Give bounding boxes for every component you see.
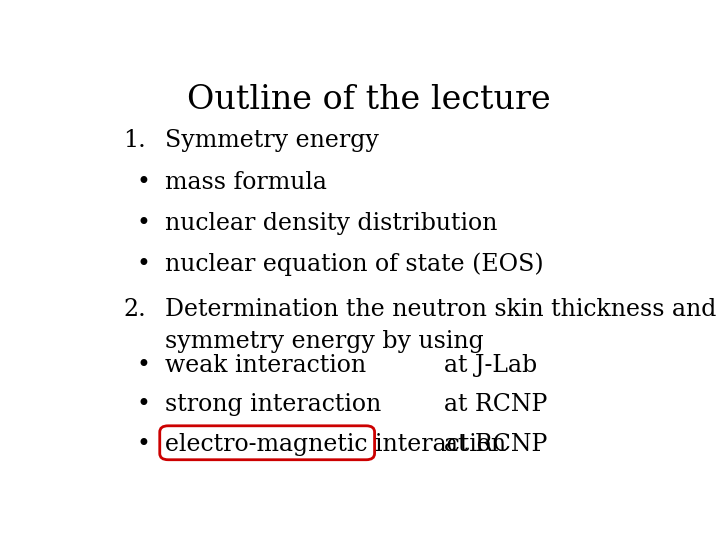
Text: 1.: 1. (124, 129, 146, 152)
Text: •: • (136, 433, 150, 456)
Text: at RCNP: at RCNP (444, 393, 548, 416)
Text: 2.: 2. (124, 298, 146, 321)
Text: Determination the neutron skin thickness and the
symmetry energy by using: Determination the neutron skin thickness… (166, 298, 720, 353)
Text: •: • (136, 212, 150, 235)
Text: mass formula: mass formula (166, 171, 327, 194)
Text: nuclear density distribution: nuclear density distribution (166, 212, 498, 235)
Text: •: • (136, 354, 150, 377)
Text: at RCNP: at RCNP (444, 433, 548, 456)
Text: strong interaction: strong interaction (166, 393, 382, 416)
Text: nuclear equation of state (EOS): nuclear equation of state (EOS) (166, 253, 544, 276)
Text: •: • (136, 393, 150, 416)
Text: electro-magnetic interaction: electro-magnetic interaction (166, 433, 506, 456)
Text: weak interaction: weak interaction (166, 354, 366, 377)
Text: Symmetry energy: Symmetry energy (166, 129, 379, 152)
Text: at J-Lab: at J-Lab (444, 354, 537, 377)
Text: Outline of the lecture: Outline of the lecture (187, 84, 551, 116)
Text: •: • (136, 253, 150, 276)
Text: •: • (136, 171, 150, 194)
